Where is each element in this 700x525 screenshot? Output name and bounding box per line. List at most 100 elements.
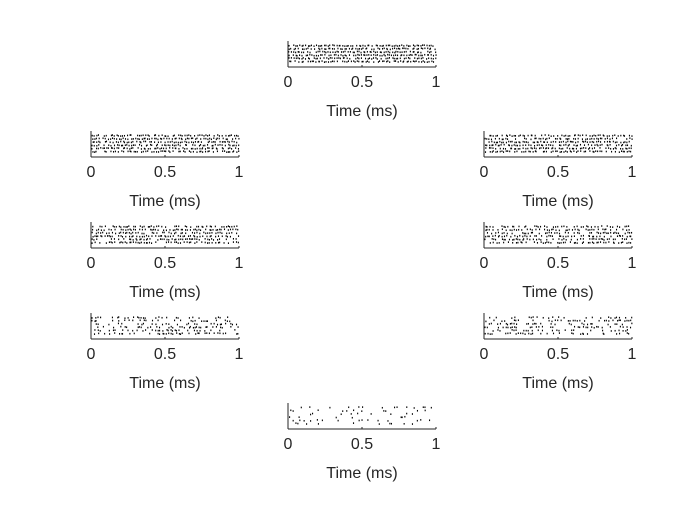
spike-dot [488,138,490,140]
spike-dot [552,150,554,153]
spike-dot [329,47,331,50]
spike-dot [394,51,396,54]
spike-dot [100,235,102,237]
spike-dot [581,322,583,325]
spike-dot [191,231,194,234]
spike-dot [150,326,152,328]
spike-dot [484,137,486,140]
spike-dot [317,423,319,425]
spike-dot [428,44,430,47]
spike-dot [428,60,430,63]
spike-dot [212,151,214,153]
spike-dot [94,241,96,244]
spike-dot [227,242,230,244]
spike-dot [375,54,377,57]
spike-dot [504,238,506,241]
spike-dot [610,330,612,332]
spike-dot [232,241,234,243]
spike-dot [385,57,387,60]
spike-dot [196,137,198,140]
spike-dot [222,137,224,140]
spike-dot [540,147,542,149]
spike-dot [489,225,491,228]
spike-dot [114,150,116,153]
spike-dot [484,332,486,335]
spike-dot [210,235,212,237]
spike-dot [128,231,130,234]
spike-dot [223,242,225,244]
spike-dot [522,239,524,241]
spike-dot [117,151,119,153]
spike-dot [545,232,547,235]
spike-dot [170,332,172,335]
spike-dot [373,54,375,56]
spike-dot [599,150,601,153]
spike-dot [175,241,178,243]
spike-dot [577,141,579,143]
spike-dot [184,140,186,143]
spike-dot [537,329,539,332]
spike-dot [122,228,124,231]
spike-dot [329,406,331,409]
spike-dot [217,316,219,319]
spike-dot [161,134,163,137]
spike-dot [558,141,560,143]
spike-dot [631,238,633,240]
spike-dot [103,147,105,149]
spike-dot [170,325,172,328]
spike-dot [214,225,216,228]
spike-dot [215,232,217,235]
spike-dot [393,54,395,57]
spike-dot [404,415,406,418]
spike-dot [96,238,98,241]
spike-dot [590,323,592,325]
spike-dot [93,333,96,335]
spike-dot [620,134,622,137]
spike-dot [121,333,124,335]
spike-dot [149,147,151,150]
spike-dot [206,235,208,238]
spike-dot [205,137,207,140]
spike-dot [563,144,565,146]
spike-dot [194,135,196,137]
spike-dot [146,138,149,140]
spike-dot [486,228,488,231]
spike-dot [525,150,527,153]
spike-dot [155,147,157,150]
spike-dot [151,137,153,140]
spike-dot [591,228,593,231]
spike-dot [116,147,118,149]
spike-dot [224,150,226,152]
spike-dot [579,319,581,322]
spike-dot [381,47,384,50]
spike-dot [406,412,408,415]
spike-dot [120,144,123,147]
spike-dot [171,138,173,140]
spike-dot [523,135,526,137]
spike-dot [230,325,232,328]
spike-dot [104,332,106,335]
spike-dot [616,225,618,228]
spike-dot [502,138,504,141]
spike-dot [610,235,612,238]
spike-dot [309,406,311,408]
spike-dot [555,150,557,153]
spike-dot [566,151,568,153]
spike-dot [538,228,541,231]
spike-dot [499,140,501,143]
spike-dot [113,144,116,147]
spike-dot [427,54,429,56]
spike-dot [189,238,191,240]
spike-dot [217,134,219,136]
spike-dot [540,322,542,325]
spike-dot [532,141,534,144]
spike-dot [104,225,106,228]
spike-dot [144,137,146,140]
spike-dot [136,329,138,332]
spike-dot [616,232,618,234]
spike-dot [587,143,589,146]
spike-dot [366,50,368,53]
spike-dot [362,44,364,47]
spike-dot [557,319,559,322]
spike-dot [494,137,496,140]
